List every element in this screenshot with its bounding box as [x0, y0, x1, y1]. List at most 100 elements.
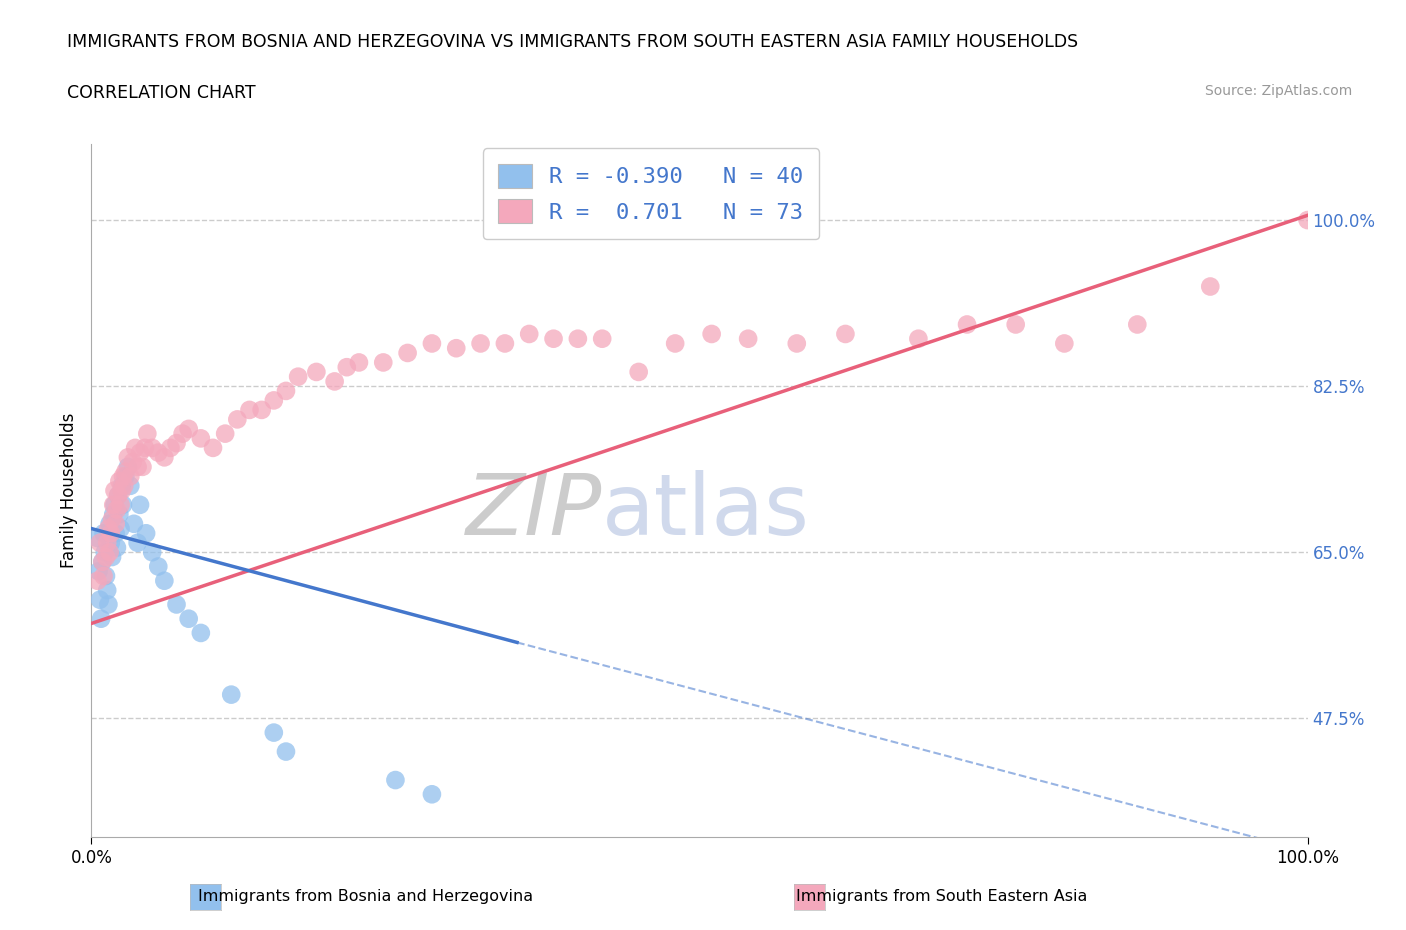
Point — [90, 611, 112, 626]
Point — [108, 473, 131, 488]
Point — [166, 597, 188, 612]
Point — [543, 331, 565, 346]
Point — [153, 573, 176, 588]
Point — [122, 516, 145, 531]
Point — [177, 421, 200, 436]
Point — [166, 435, 188, 450]
Point — [444, 340, 467, 355]
Point — [110, 498, 132, 512]
Point — [100, 536, 122, 551]
Point — [114, 469, 136, 484]
Point — [127, 459, 149, 474]
Point — [384, 773, 406, 788]
Point — [98, 545, 121, 560]
Point — [107, 488, 129, 503]
Point — [1296, 213, 1319, 228]
Point — [94, 568, 117, 583]
Point — [117, 459, 139, 474]
Point — [1126, 317, 1149, 332]
Legend: R = -0.390   N = 40, R =  0.701   N = 73: R = -0.390 N = 40, R = 0.701 N = 73 — [482, 148, 820, 239]
Point — [190, 431, 212, 445]
Point — [141, 545, 163, 560]
Point — [517, 326, 540, 341]
Point — [834, 326, 856, 341]
Point — [190, 626, 212, 641]
Point — [591, 331, 613, 346]
Point — [129, 498, 152, 512]
Point — [250, 403, 273, 418]
Point — [103, 507, 125, 522]
Point — [134, 441, 156, 456]
Point — [86, 573, 108, 588]
Point — [97, 597, 120, 612]
Point — [86, 531, 108, 546]
Point — [108, 507, 131, 522]
Point — [287, 369, 309, 384]
Point — [420, 336, 443, 351]
Point — [89, 536, 111, 551]
Text: atlas: atlas — [602, 470, 810, 552]
Point — [94, 550, 117, 565]
Point — [104, 525, 127, 540]
Point — [112, 478, 135, 493]
Point — [87, 564, 110, 578]
Point — [567, 331, 589, 346]
Point — [120, 478, 142, 493]
Point — [93, 525, 115, 540]
Point — [1199, 279, 1222, 294]
Point — [494, 336, 516, 351]
Point — [305, 365, 328, 379]
Point — [101, 550, 124, 565]
Point — [420, 787, 443, 802]
Point — [103, 498, 125, 512]
Point — [1053, 336, 1076, 351]
Text: CORRELATION CHART: CORRELATION CHART — [67, 84, 256, 101]
Point — [103, 484, 125, 498]
Point — [127, 536, 149, 551]
Point — [94, 545, 117, 560]
Point — [336, 360, 359, 375]
Point — [110, 521, 132, 536]
Point — [89, 592, 111, 607]
Point — [91, 554, 114, 569]
Point — [226, 412, 249, 427]
Point — [1004, 317, 1026, 332]
Y-axis label: Family Households: Family Households — [59, 413, 77, 568]
Point — [135, 525, 157, 540]
Point — [91, 554, 114, 569]
Point — [131, 459, 153, 474]
Point — [700, 326, 723, 341]
Point — [103, 498, 125, 512]
Point — [177, 611, 200, 626]
Point — [96, 536, 118, 551]
Point — [238, 403, 260, 418]
Point — [172, 426, 194, 441]
Point — [627, 365, 650, 379]
Point — [148, 559, 170, 574]
Point — [121, 455, 143, 470]
Point — [274, 744, 297, 759]
Point — [111, 469, 134, 484]
Point — [105, 540, 128, 555]
Point — [117, 450, 139, 465]
Point — [263, 725, 285, 740]
Text: Immigrants from South Eastern Asia: Immigrants from South Eastern Asia — [796, 889, 1088, 904]
Point — [111, 478, 134, 493]
Point — [93, 568, 115, 583]
Text: ZIP: ZIP — [465, 470, 602, 552]
Point — [98, 516, 121, 531]
Point — [373, 355, 395, 370]
Point — [737, 331, 759, 346]
Point — [100, 525, 122, 540]
Point — [114, 464, 136, 479]
Point — [111, 484, 134, 498]
Point — [101, 512, 124, 526]
Point — [105, 502, 128, 517]
Point — [141, 441, 163, 456]
Text: IMMIGRANTS FROM BOSNIA AND HERZEGOVINA VS IMMIGRANTS FROM SOUTH EASTERN ASIA FAM: IMMIGRANTS FROM BOSNIA AND HERZEGOVINA V… — [67, 33, 1078, 50]
Point — [263, 393, 285, 408]
Point — [153, 450, 176, 465]
Point — [347, 355, 370, 370]
Point — [274, 383, 297, 398]
Point — [129, 445, 152, 460]
